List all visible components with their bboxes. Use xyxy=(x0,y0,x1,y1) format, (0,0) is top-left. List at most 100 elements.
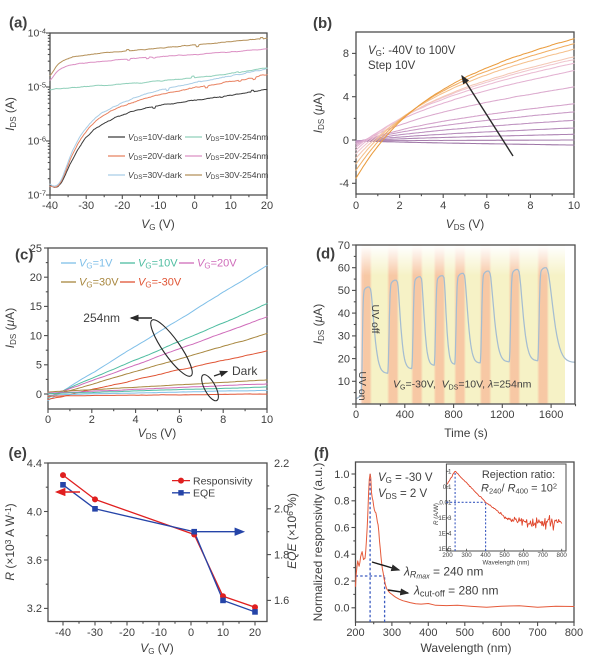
svg-text:0: 0 xyxy=(36,389,42,401)
svg-text:VG: -40V to 100V: VG: -40V to 100V xyxy=(368,45,456,58)
svg-text:Step 10V: Step 10V xyxy=(368,60,416,72)
svg-text:70: 70 xyxy=(338,240,350,252)
svg-text:-10: -10 xyxy=(151,200,167,212)
svg-text:EQE: EQE xyxy=(193,488,215,500)
svg-text:300: 300 xyxy=(461,552,472,559)
svg-text:(a): (a) xyxy=(9,15,27,32)
svg-text:25: 25 xyxy=(30,243,42,255)
svg-text:-30: -30 xyxy=(78,200,94,212)
svg-text:0: 0 xyxy=(353,200,359,212)
svg-text:1.8: 1.8 xyxy=(274,549,289,561)
svg-text:50: 50 xyxy=(338,285,350,297)
svg-text:4: 4 xyxy=(343,92,349,104)
svg-text:VDS=10V-254nm: VDS=10V-254nm xyxy=(205,132,268,143)
svg-text:4.4: 4.4 xyxy=(27,458,42,470)
svg-text:VG=20V: VG=20V xyxy=(197,258,237,271)
svg-text:VG (V): VG (V) xyxy=(140,641,174,656)
svg-text:8: 8 xyxy=(527,200,533,212)
svg-text:0.6: 0.6 xyxy=(334,522,349,534)
svg-text:VG=-30V, VDS=10V, λ=254nm: VG=-30V, VDS=10V, λ=254nm xyxy=(393,379,532,392)
svg-text:(f): (f) xyxy=(314,445,329,462)
svg-text:6: 6 xyxy=(176,414,182,426)
svg-text:-40: -40 xyxy=(55,627,71,639)
svg-text:0.0: 0.0 xyxy=(334,603,349,615)
svg-text:10: 10 xyxy=(338,376,350,388)
svg-text:5: 5 xyxy=(36,360,42,372)
svg-text:2.2: 2.2 xyxy=(274,458,289,470)
svg-text:800: 800 xyxy=(444,409,462,421)
svg-text:20: 20 xyxy=(261,200,273,212)
svg-text:VDS=30V-dark: VDS=30V-dark xyxy=(128,170,183,181)
svg-text:VDS=20V-254nm: VDS=20V-254nm xyxy=(205,151,268,162)
svg-text:0: 0 xyxy=(188,627,194,639)
svg-text:1.0: 1.0 xyxy=(334,469,349,481)
svg-text:0: 0 xyxy=(45,414,51,426)
svg-text:(c): (c) xyxy=(15,247,33,264)
svg-text:15: 15 xyxy=(30,301,42,313)
svg-text:1E-5: 1E-5 xyxy=(438,546,452,553)
svg-text:VG=-30V: VG=-30V xyxy=(138,277,182,290)
svg-text:800: 800 xyxy=(557,552,568,559)
svg-text:R (×103 A W-1): R (×103 A W-1) xyxy=(3,503,17,580)
svg-text:0: 0 xyxy=(343,135,349,147)
svg-text:R (A/W): R (A/W) xyxy=(433,503,440,525)
svg-text:800: 800 xyxy=(565,627,583,639)
svg-text:10: 10 xyxy=(225,200,237,212)
svg-text:Wavelength (nm): Wavelength (nm) xyxy=(483,560,530,567)
svg-text:-4: -4 xyxy=(339,178,349,190)
svg-text:2: 2 xyxy=(89,414,95,426)
svg-text:VG=30V: VG=30V xyxy=(79,277,119,290)
svg-text:-20: -20 xyxy=(119,627,135,639)
svg-text:(b): (b) xyxy=(313,15,332,32)
svg-text:Wavelength (nm): Wavelength (nm) xyxy=(421,641,512,655)
svg-text:400: 400 xyxy=(419,627,437,639)
svg-text:Normalized responsivity (a.u.): Normalized responsivity (a.u.) xyxy=(311,463,325,622)
svg-text:4: 4 xyxy=(440,200,446,212)
svg-text:200: 200 xyxy=(346,627,364,639)
svg-text:EQE (×106 %): EQE (×106 %) xyxy=(285,493,299,569)
svg-text:8: 8 xyxy=(343,48,349,60)
svg-text:UV off: UV off xyxy=(369,305,381,334)
svg-text:1.6: 1.6 xyxy=(274,595,289,607)
svg-text:VDS=10V-dark: VDS=10V-dark xyxy=(128,132,183,143)
svg-text:(e): (e) xyxy=(9,445,27,462)
svg-text:400: 400 xyxy=(480,552,491,559)
svg-text:VDS (V): VDS (V) xyxy=(446,217,484,232)
svg-text:Responsivity: Responsivity xyxy=(193,475,253,487)
svg-text:6: 6 xyxy=(484,200,490,212)
svg-text:2.0: 2.0 xyxy=(274,504,289,516)
svg-text:(d): (d) xyxy=(316,246,335,263)
svg-text:VDS (V): VDS (V) xyxy=(138,426,176,441)
svg-text:1: 1 xyxy=(448,469,452,476)
svg-text:Time (s): Time (s) xyxy=(444,426,488,440)
svg-text:1600: 1600 xyxy=(539,409,563,421)
svg-text:Dark: Dark xyxy=(232,364,258,378)
svg-text:-20: -20 xyxy=(114,200,130,212)
svg-text:0.2: 0.2 xyxy=(334,576,349,588)
svg-text:0: 0 xyxy=(353,409,359,421)
svg-text:-40: -40 xyxy=(42,200,58,212)
svg-text:VG = -30 V: VG = -30 V xyxy=(378,472,433,485)
svg-text:10: 10 xyxy=(30,330,42,342)
svg-text:VDS=30V-254nm: VDS=30V-254nm xyxy=(205,170,268,181)
svg-text:VG=1V: VG=1V xyxy=(79,258,113,271)
svg-text:700: 700 xyxy=(538,552,549,559)
svg-text:254nm: 254nm xyxy=(83,311,120,325)
svg-text:8: 8 xyxy=(220,414,226,426)
svg-text:200: 200 xyxy=(442,552,453,559)
svg-text:-10: -10 xyxy=(151,627,167,639)
svg-text:10: 10 xyxy=(568,200,580,212)
svg-text:0: 0 xyxy=(192,200,198,212)
svg-text:0.01: 0.01 xyxy=(439,500,452,507)
svg-text:60: 60 xyxy=(338,263,350,275)
svg-text:1E-4: 1E-4 xyxy=(438,531,452,538)
svg-text:30: 30 xyxy=(338,331,350,343)
svg-text:0.1: 0.1 xyxy=(443,484,452,491)
svg-text:2: 2 xyxy=(397,200,403,212)
svg-text:400: 400 xyxy=(396,409,414,421)
svg-text:4.0: 4.0 xyxy=(27,506,42,518)
svg-text:1E-3: 1E-3 xyxy=(438,515,452,522)
svg-text:-30: -30 xyxy=(87,627,103,639)
svg-text:10: 10 xyxy=(261,414,273,426)
svg-text:4: 4 xyxy=(133,414,139,426)
